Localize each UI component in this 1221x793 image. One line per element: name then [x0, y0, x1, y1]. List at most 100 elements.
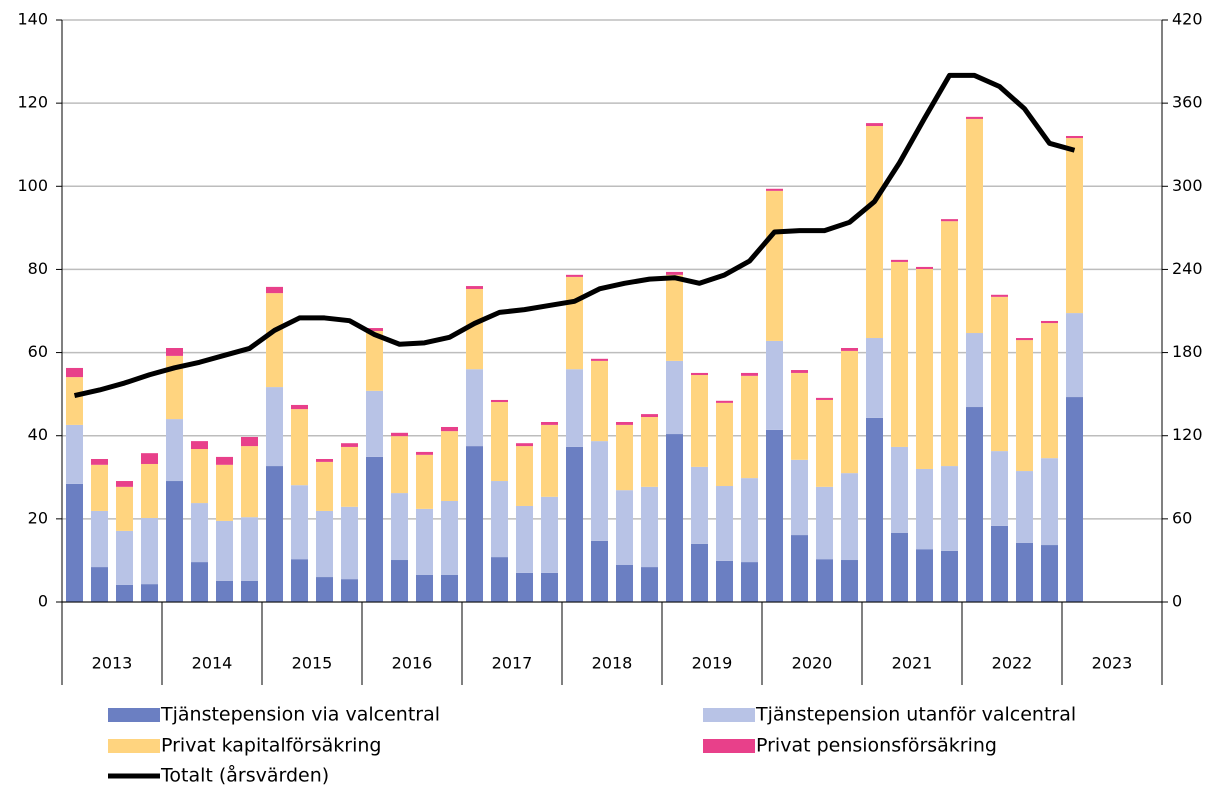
- y2-tick-label: 420: [1172, 10, 1203, 29]
- x-group-label: 2017: [492, 654, 533, 673]
- bar-segment: [66, 377, 83, 425]
- bar-segment: [666, 434, 683, 602]
- y-tick-label: 0: [38, 592, 48, 611]
- bar-segment: [766, 188, 783, 191]
- bar-segment: [1066, 135, 1083, 139]
- bar-segment: [891, 261, 908, 447]
- legend-swatch: [703, 708, 755, 722]
- bar-segment: [1041, 320, 1058, 324]
- bar-segment: [991, 294, 1008, 297]
- bar-segment: [966, 118, 983, 334]
- bar-segment: [591, 441, 608, 541]
- bar-segment: [116, 486, 133, 531]
- bar-segment: [691, 372, 708, 376]
- bar-segment: [91, 567, 108, 602]
- bar-segment: [591, 358, 608, 361]
- bar-segment: [891, 259, 908, 262]
- legend-label: Privat kapitalförsäkring: [161, 735, 381, 757]
- bar-segment: [1041, 545, 1058, 602]
- bar-segment: [766, 429, 783, 602]
- bar-segment: [541, 421, 558, 425]
- bar-segment: [466, 369, 483, 447]
- bar-segment: [466, 288, 483, 370]
- bar-segment: [816, 399, 833, 487]
- bar-segment: [491, 402, 508, 482]
- y2-tick-label: 300: [1172, 176, 1203, 195]
- bar-segment: [1066, 313, 1083, 398]
- bar-segment: [416, 451, 433, 455]
- bar-segment: [441, 431, 458, 501]
- bar-segment: [616, 565, 633, 602]
- bar-segment: [366, 390, 383, 457]
- bar-segment: [1041, 458, 1058, 546]
- bar-segment: [141, 584, 158, 602]
- y2-tick-label: 180: [1172, 342, 1203, 361]
- bar-segment: [516, 443, 533, 447]
- bar-segment: [541, 496, 558, 573]
- bar-segment: [866, 126, 883, 339]
- bar-segment: [741, 478, 758, 563]
- bar-segment: [916, 468, 933, 550]
- bar-segment: [191, 503, 208, 563]
- bar-segment: [766, 340, 783, 430]
- bar-segment: [216, 580, 233, 602]
- bar-segment: [116, 584, 133, 602]
- bar-segment: [241, 517, 258, 581]
- bar-segment: [316, 458, 333, 462]
- y-tick-label: 120: [17, 93, 48, 112]
- bar-segment: [816, 397, 833, 400]
- bar-segment: [666, 360, 683, 435]
- legend-label: Tjänstepension utanför valcentral: [755, 704, 1076, 726]
- bar-segment: [1016, 471, 1033, 543]
- bar-segment: [516, 505, 533, 573]
- x-group-label: 2019: [692, 654, 733, 673]
- bar-segment: [391, 432, 408, 437]
- y2-tick-label: 360: [1172, 93, 1203, 112]
- bar-segment: [1041, 323, 1058, 459]
- bar-segment: [341, 446, 358, 507]
- y-tick-label: 140: [17, 10, 48, 29]
- y2-tick-label: 240: [1172, 259, 1203, 278]
- bar-segment: [241, 446, 258, 518]
- bar-segment: [766, 190, 783, 341]
- bar-segment: [91, 458, 108, 465]
- bar-segment: [841, 560, 858, 602]
- bar-segment: [141, 463, 158, 519]
- bar-segment: [416, 508, 433, 575]
- bar-segment: [391, 493, 408, 561]
- bar-segment: [416, 574, 433, 602]
- bar-segment: [341, 443, 358, 447]
- x-group-label: 2020: [792, 654, 833, 673]
- bar-segment: [966, 407, 983, 602]
- bar-segment: [566, 276, 583, 370]
- bar-segment: [941, 466, 958, 551]
- bar-segment: [791, 372, 808, 460]
- y2-tick-label: 0: [1172, 592, 1182, 611]
- bar-segment: [216, 520, 233, 581]
- bar-segment: [216, 464, 233, 521]
- bar-segment: [116, 530, 133, 585]
- bar-segment: [916, 549, 933, 602]
- legend-swatch: [108, 739, 160, 753]
- bar-segment: [516, 446, 533, 506]
- y2-tick-label: 60: [1172, 508, 1192, 527]
- bar-segment: [141, 453, 158, 464]
- bar-segment: [716, 486, 733, 561]
- bar-segment: [616, 421, 633, 425]
- bar-segment: [1066, 138, 1083, 314]
- bar-segment: [491, 481, 508, 558]
- bar-segment: [1016, 340, 1033, 472]
- bar-segment: [316, 510, 333, 578]
- bar-segment: [716, 402, 733, 487]
- bar-segment: [191, 562, 208, 602]
- bar-segment: [666, 271, 683, 275]
- x-group-label: 2022: [992, 654, 1033, 673]
- bar-segment: [866, 123, 883, 127]
- bar-segment: [891, 532, 908, 602]
- bar-segment: [691, 375, 708, 467]
- legend-swatch: [703, 739, 755, 753]
- bar-segment: [816, 486, 833, 560]
- bar-segment: [266, 286, 283, 294]
- bar-segment: [66, 367, 83, 378]
- total-line: [73, 72, 1076, 398]
